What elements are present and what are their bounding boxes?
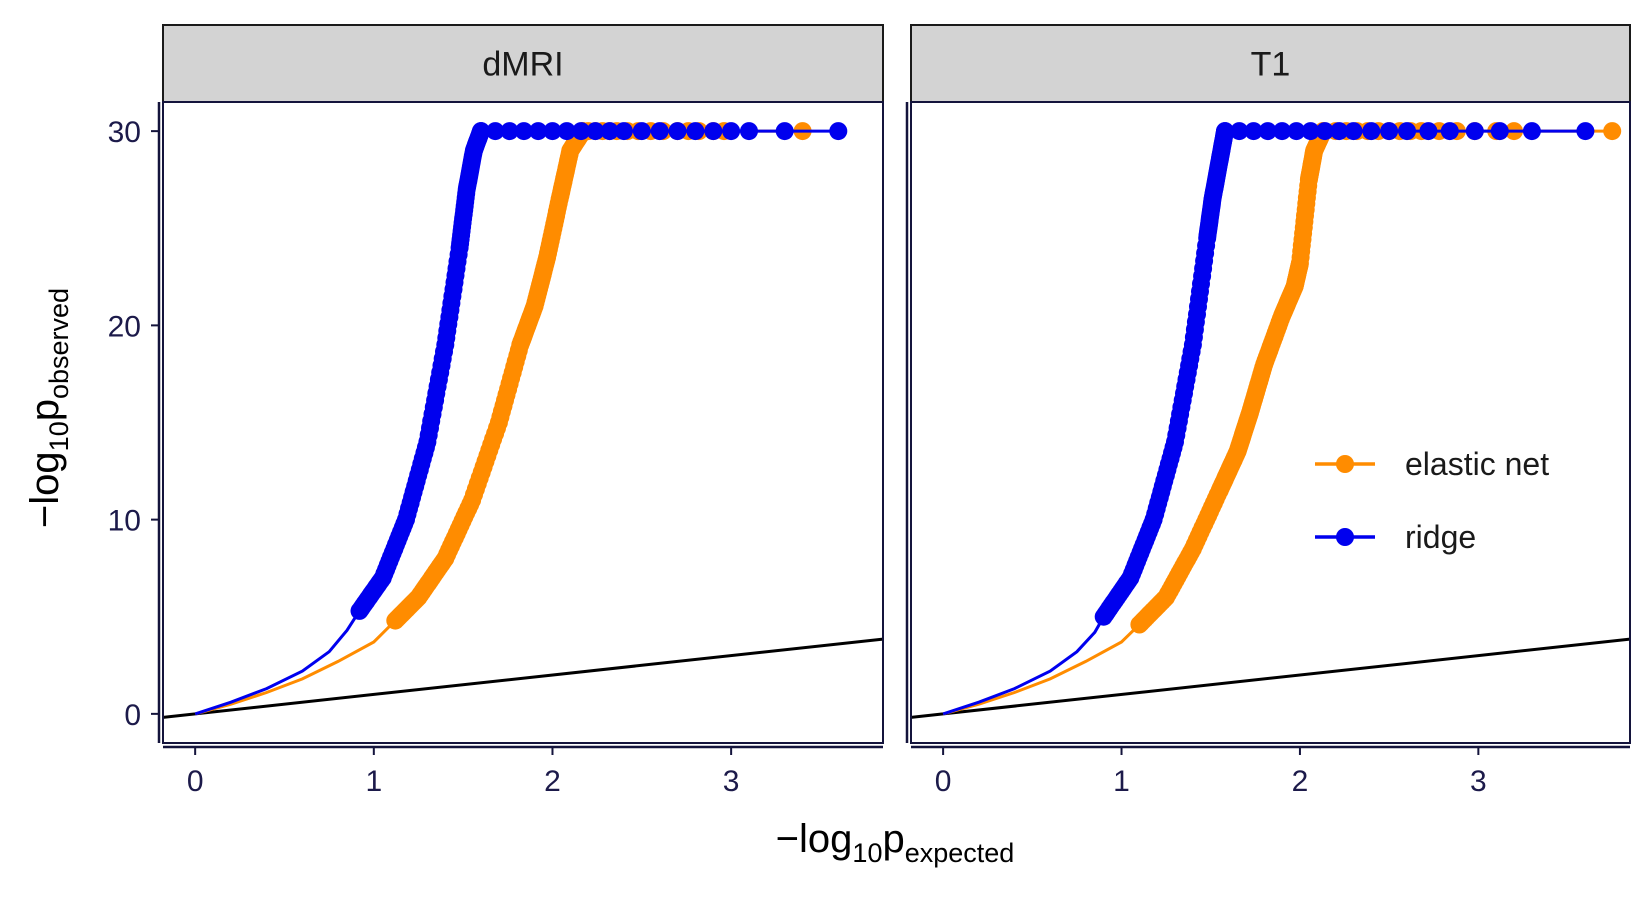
panel-title: T1 [1251,46,1291,84]
data-point [1244,122,1263,141]
series-line [194,129,839,716]
reference-line [911,637,1630,719]
data-point [1576,122,1595,141]
data-point [1398,122,1416,141]
data-point [722,122,741,141]
panel-strip [162,24,884,103]
x-title-suffix: expected [905,838,1015,868]
legend-item-ridge: ridge [1315,519,1476,555]
data-point [704,122,723,141]
y-tick-label: 30 [108,116,141,149]
x-tick-label: 2 [544,765,561,798]
legend-key-point [1336,528,1354,546]
data-point [1465,122,1484,141]
data-point [1362,122,1381,141]
y-tick-label: 10 [108,505,141,538]
legend: elastic net ridge [1315,446,1549,555]
x-axis: 0 1 2 3 [911,745,1630,798]
data-point [1440,122,1459,141]
reference-line [163,637,883,719]
y-tick-label: 0 [124,699,141,732]
panel-strip [910,24,1631,103]
y-axis-title: −log10pobserved [23,288,74,528]
axis-titles: −log10pobserved −log10pexpected [23,288,1014,868]
data-point [500,122,519,141]
data-point [829,122,848,141]
series-line [942,129,1613,716]
panel-title: dMRI [482,46,563,84]
y-title-main: p [23,399,67,421]
x-axis: 0 1 2 3 [163,745,883,798]
panel-t1: T1 0 1 2 3 [905,24,1631,798]
data-point [632,122,651,141]
x-tick-label: 2 [1292,765,1309,798]
data-point [586,122,605,141]
series-line [942,129,1586,716]
x-tick-label: 1 [365,765,382,798]
x-tick-label: 3 [723,765,740,798]
x-tick-label: 0 [935,765,952,798]
data-point [1273,122,1292,141]
data-point [1216,122,1234,141]
data-point [600,122,619,141]
series-ridge [194,122,848,716]
x-tick-label: 0 [187,765,204,798]
data-point [1344,122,1363,141]
series-elastic-net [194,122,812,716]
legend-label: ridge [1405,519,1476,555]
data-point [740,122,758,141]
data-point [1603,122,1622,141]
series-ridge [942,122,1595,716]
x-title-main: p [882,817,904,861]
data-point [650,122,669,141]
panel-data [163,122,883,719]
data-point [1287,122,1306,141]
y-title-prefix: −log [23,451,67,528]
panel-data [911,122,1630,719]
data-point [486,122,505,141]
data-point [1522,122,1541,141]
data-point [1230,122,1249,141]
y-tick-label: 20 [108,310,141,343]
data-point [1490,122,1509,141]
data-point [775,122,794,141]
y-title-sub: 10 [44,421,74,451]
legend-key-point [1336,455,1354,473]
data-point [514,122,533,141]
legend-label: elastic net [1405,446,1549,482]
data-point [572,122,591,141]
x-tick-label: 3 [1470,765,1487,798]
data-point [557,122,576,141]
data-point [529,122,548,141]
data-point [1301,122,1320,141]
data-point [614,122,633,141]
data-point [1380,122,1399,141]
x-title-sub: 10 [852,838,882,868]
y-title-suffix: observed [44,288,74,399]
x-tick-label: 1 [1113,765,1130,798]
panel-border [910,101,1631,744]
data-point [1330,122,1349,141]
legend-item-elastic-net: elastic net [1315,446,1549,482]
series-elastic-net [942,122,1622,716]
x-axis-title: −log10pexpected [776,817,1015,868]
data-point [1315,122,1334,141]
data-point [472,122,490,141]
data-point [543,122,562,141]
y-axis: 0 10 20 30 [108,102,161,743]
panel-border [162,101,884,744]
data-point [1258,122,1277,141]
x-title-prefix: −log [776,817,853,861]
data-point [1419,122,1438,141]
data-point [686,122,705,141]
data-point [668,122,687,141]
